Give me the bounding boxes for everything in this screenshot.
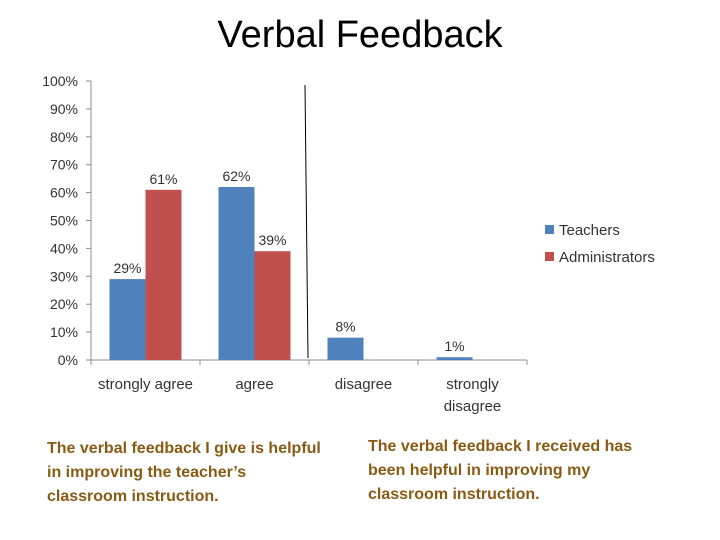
legend-swatch-administrators <box>545 252 554 261</box>
y-tick-label: 10% <box>50 324 78 340</box>
legend-label-teachers: Teachers <box>559 222 620 239</box>
y-tick-label: 70% <box>50 157 78 173</box>
bar-administrators-0 <box>145 189 182 360</box>
caption-left: The verbal feedback I give is helpful in… <box>47 440 321 505</box>
y-tick-label: 30% <box>50 268 78 284</box>
bar-administrators-1 <box>254 251 291 360</box>
x-category-label: agree <box>235 376 273 393</box>
data-label: 39% <box>258 232 286 248</box>
caption-right: The verbal feedback I received has been … <box>368 438 633 503</box>
divider-line <box>304 84 309 359</box>
x-category-label: strongly <box>446 376 499 393</box>
x-category-label: disagree <box>335 376 393 393</box>
bar-teachers-2 <box>327 337 364 360</box>
data-label: 8% <box>335 319 355 335</box>
bar-teachers-1 <box>218 187 255 360</box>
y-tick-label: 80% <box>50 129 78 145</box>
legend-label-administrators: Administrators <box>559 249 655 266</box>
y-tick-label: 60% <box>50 185 78 201</box>
x-category-label: strongly agree <box>98 376 193 393</box>
data-label: 61% <box>149 171 177 187</box>
y-tick-label: 50% <box>50 213 78 229</box>
data-label: 1% <box>444 338 464 354</box>
y-tick-label: 100% <box>42 73 78 89</box>
y-tick-label: 40% <box>50 240 78 256</box>
slide-title: Verbal Feedback <box>217 14 503 56</box>
x-category-label: disagree <box>444 398 502 415</box>
bar-teachers-3 <box>436 357 473 360</box>
y-tick-label: 20% <box>50 296 78 312</box>
bar-teachers-0 <box>109 279 146 360</box>
data-label: 29% <box>113 260 141 276</box>
legend-swatch-teachers <box>545 225 554 234</box>
y-tick-label: 0% <box>58 352 78 368</box>
data-label: 62% <box>222 168 250 184</box>
y-tick-label: 90% <box>50 101 78 117</box>
